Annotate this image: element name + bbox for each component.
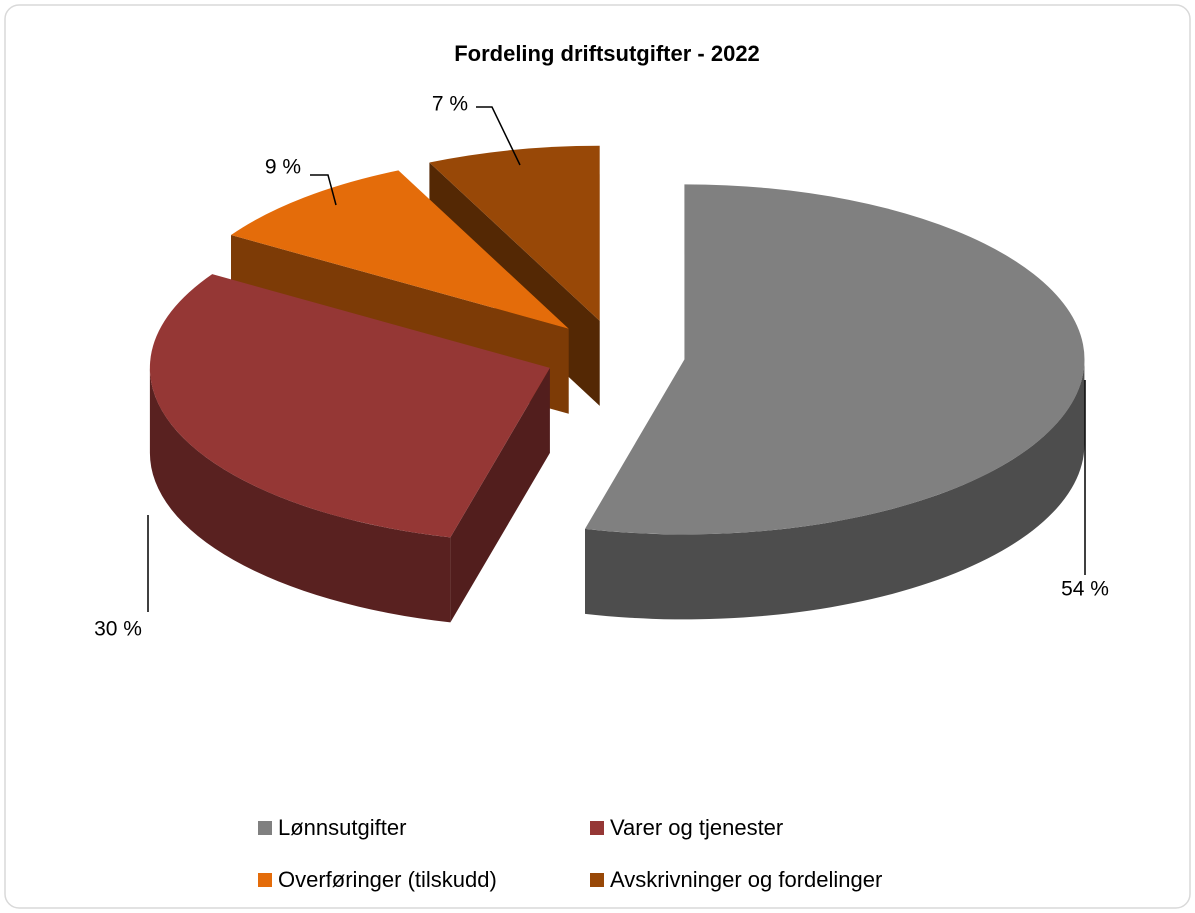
leader-line (476, 106, 521, 166)
data-label: 9 % (265, 156, 301, 179)
legend-swatch (590, 873, 604, 887)
leader-line (310, 174, 337, 206)
slice (231, 170, 569, 329)
slice (429, 145, 600, 321)
legend-label: Varer og tjenester (610, 815, 783, 840)
legend-swatch (258, 821, 272, 835)
slice (585, 184, 1085, 535)
pie (149, 145, 1085, 623)
chart-title: Fordeling driftsutgifter - 2022 (454, 41, 760, 66)
legend-label: Avskrivninger og fordelinger (610, 867, 882, 892)
slice (149, 274, 550, 538)
slice-wall (149, 367, 451, 623)
slice-wall (585, 359, 1085, 620)
legend: Lønnsutgifter Varer og tjenester Overførin… (258, 815, 882, 892)
legend-label: Lønnsutgifter (278, 815, 406, 840)
data-labels: 54 % 30 % 9 % 7 % (94, 93, 1109, 641)
slice-side (450, 367, 550, 623)
data-label: 30 % (94, 618, 142, 641)
legend-swatch (258, 873, 272, 887)
data-label: 7 % (432, 93, 468, 116)
legend-swatch (590, 821, 604, 835)
data-label: 54 % (1061, 578, 1109, 601)
legend-label: Overføringer (tilskudd) (278, 867, 497, 892)
